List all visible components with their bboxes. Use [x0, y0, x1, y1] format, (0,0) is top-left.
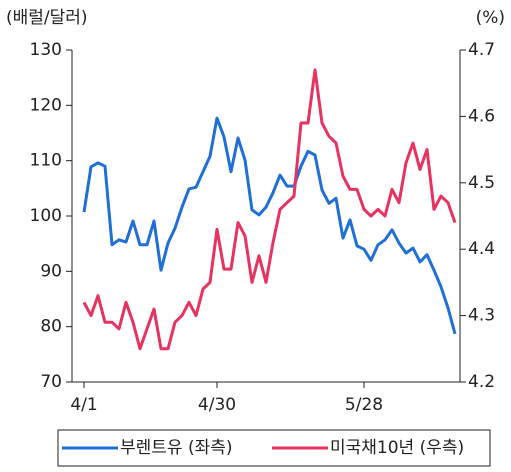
y-tick-label: 110 — [30, 151, 62, 171]
legend-label: 미국채10년 (우측) — [330, 438, 464, 458]
series-line — [82, 68, 457, 351]
legend-label: 부렌트유 (좌측) — [120, 438, 233, 458]
y-axis-label: (배럴/달러) — [6, 8, 88, 28]
y-tick-label: 80 — [40, 317, 62, 337]
y-tick-label: 120 — [30, 95, 62, 115]
y2-tick-label: 4.4 — [468, 239, 495, 259]
y2-axis-label: (%) — [476, 8, 505, 28]
y-tick-label: 70 — [40, 372, 62, 392]
y-tick-label: 130 — [30, 40, 62, 60]
y2-tick-label: 4.2 — [468, 372, 495, 392]
x-tick-label: 4/30 — [198, 395, 236, 415]
x-tick-label: 4/1 — [70, 395, 97, 415]
y2-tick-label: 4.3 — [468, 306, 495, 326]
series-line — [82, 116, 457, 335]
y2-tick-label: 4.5 — [468, 173, 495, 193]
y2-tick-label: 4.6 — [468, 106, 495, 126]
y-tick-label: 90 — [40, 261, 62, 281]
y2-tick-label: 4.7 — [468, 40, 495, 60]
x-tick-label: 5/28 — [345, 395, 383, 415]
y-tick-label: 100 — [30, 206, 62, 226]
